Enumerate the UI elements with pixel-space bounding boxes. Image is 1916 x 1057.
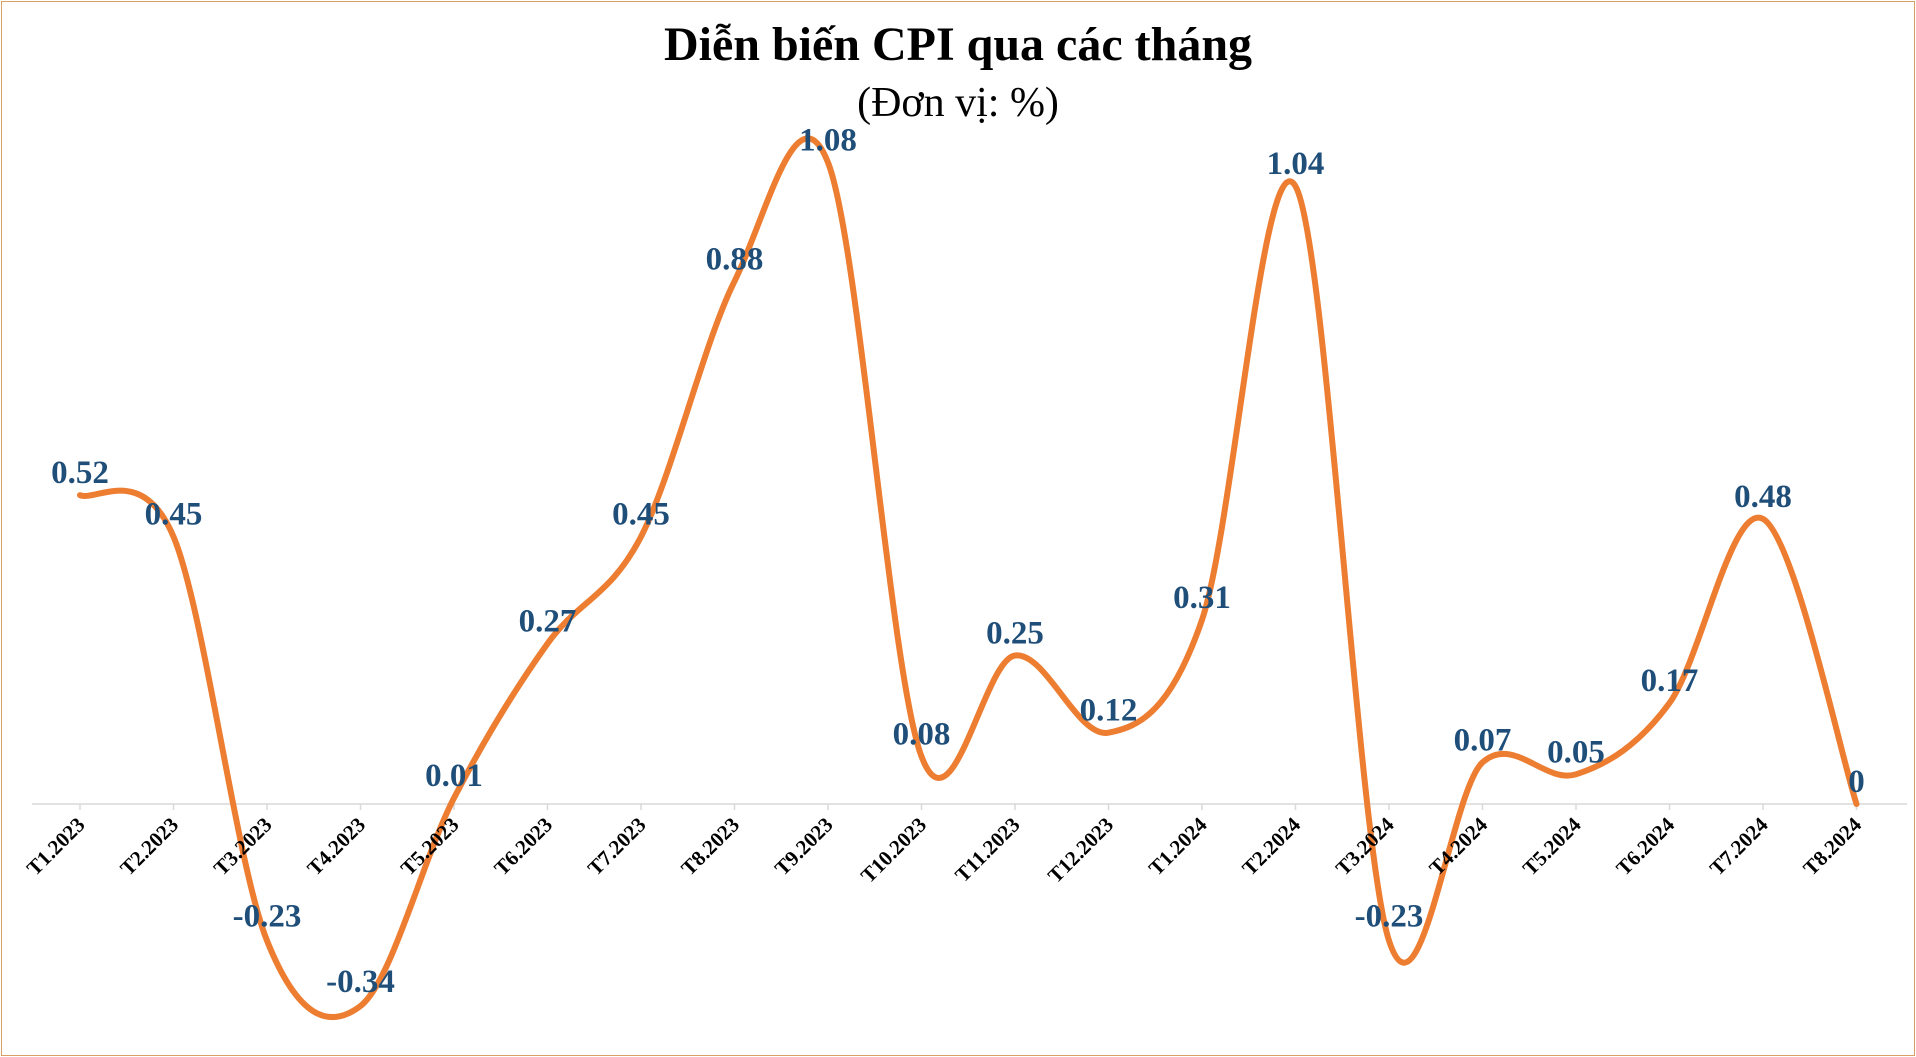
data-point xyxy=(1667,701,1672,706)
x-tick-label: T9.2023 xyxy=(770,813,838,881)
data-point xyxy=(1761,516,1765,521)
data-label: 0.08 xyxy=(893,716,951,752)
data-label: 0.31 xyxy=(1173,580,1231,616)
data-label: -0.34 xyxy=(326,964,395,1000)
data-point xyxy=(78,493,82,498)
data-point xyxy=(1106,730,1111,735)
data-label: 0.25 xyxy=(986,616,1044,652)
cpi-series-line xyxy=(77,135,1860,1021)
x-tick-label: T11.2023 xyxy=(950,813,1024,887)
x-tick-label: T7.2023 xyxy=(583,813,651,881)
x-tick-label: T12.2023 xyxy=(1043,813,1118,888)
data-point xyxy=(1013,653,1017,658)
x-tick-label: T3.2024 xyxy=(1331,812,1399,880)
data-point xyxy=(452,796,456,801)
x-axis xyxy=(32,803,1907,810)
data-label: 0.12 xyxy=(1080,693,1138,729)
data-label: 0.05 xyxy=(1547,734,1605,770)
x-tick-label: T3.2023 xyxy=(209,813,277,881)
x-tick-label: T1.2023 xyxy=(22,813,90,881)
data-label: 1.08 xyxy=(799,122,857,158)
x-tick-label: T1.2024 xyxy=(1144,812,1212,880)
data-label: 0.88 xyxy=(706,241,764,277)
data-point xyxy=(639,534,643,539)
series-line-group xyxy=(77,135,1860,1021)
data-point xyxy=(732,279,737,284)
x-tick-label: T5.2024 xyxy=(1518,812,1586,880)
x-tick-label: T4.2023 xyxy=(302,813,370,881)
x-tick-labels: T1.2023 T2.2023 T3.2023 T4.2023 T5.2023 T6.20… xyxy=(22,812,1867,887)
data-point xyxy=(1387,938,1391,943)
x-tick-label: T6.2023 xyxy=(489,813,557,881)
data-label: 0.48 xyxy=(1734,479,1792,515)
chart-subtitle: (Đơn vị: %) xyxy=(857,80,1059,126)
data-label: 0 xyxy=(1848,764,1865,800)
x-tick-label: T8.2023 xyxy=(676,813,744,881)
x-tick-label: T10.2023 xyxy=(856,813,931,888)
data-label: -0.23 xyxy=(1355,899,1424,935)
data-point xyxy=(1854,802,1859,806)
data-label: 0.27 xyxy=(519,604,577,640)
data-point xyxy=(826,160,830,165)
data-point xyxy=(1480,760,1485,765)
data-label: -0.23 xyxy=(233,899,302,935)
x-tick-label: T5.2023 xyxy=(396,813,464,881)
data-label: 0.45 xyxy=(145,497,203,533)
x-tick-label: T2.2023 xyxy=(115,813,183,881)
data-point xyxy=(1574,772,1578,777)
x-tick-label: T7.2024 xyxy=(1705,812,1773,880)
x-tick-label: T2.2024 xyxy=(1237,812,1305,880)
data-label: 0.07 xyxy=(1454,722,1512,758)
chart-title: Diễn biến CPI qua các tháng xyxy=(664,18,1252,71)
data-point xyxy=(265,938,269,943)
data-labels: 0.52 0.45 -0.23 -0.34 0.01 0.27 0.45 0.88 1.08 0.… xyxy=(51,122,1865,999)
data-label: 1.04 xyxy=(1267,146,1325,182)
data-label: 0.45 xyxy=(612,497,670,533)
data-point xyxy=(171,534,176,539)
data-label: 0.01 xyxy=(425,758,483,794)
data-point xyxy=(919,754,924,759)
data-label: 0.52 xyxy=(51,455,109,491)
data-label: 0.17 xyxy=(1641,663,1699,699)
x-tick-label: T8.2024 xyxy=(1798,812,1866,880)
x-tick-label: T6.2024 xyxy=(1611,812,1679,880)
data-point xyxy=(1200,617,1204,622)
data-point xyxy=(1293,184,1298,189)
data-point xyxy=(358,1003,363,1008)
data-point xyxy=(545,641,550,646)
